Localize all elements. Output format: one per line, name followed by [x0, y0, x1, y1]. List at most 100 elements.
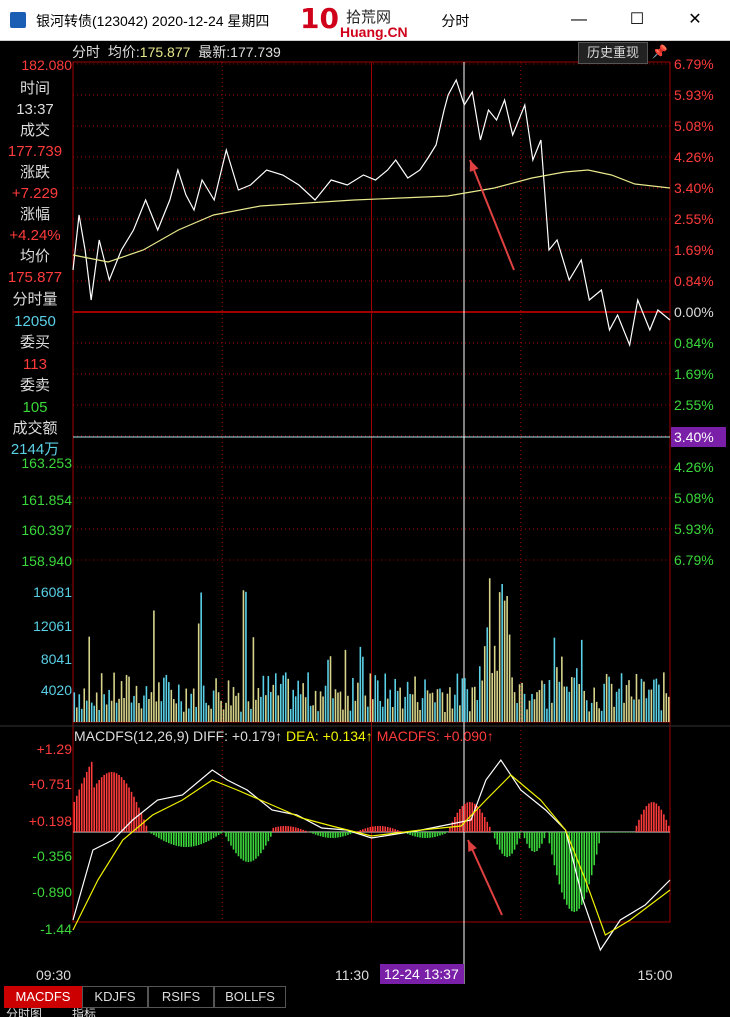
volume-bar: [411, 694, 414, 722]
macd-histogram-bar: [342, 832, 344, 837]
macd-histogram-bar: [240, 832, 242, 859]
volume-bar: [210, 708, 212, 722]
macd-histogram-bar: [309, 832, 312, 833]
macd-histogram-bar: [93, 787, 95, 832]
macd-histogram-bar: [83, 777, 86, 832]
volume-bar: [389, 689, 392, 722]
macd-histogram-bar: [648, 803, 650, 832]
annotation-arrow: [467, 839, 503, 916]
pct-label: 涨幅: [19, 206, 50, 223]
macd-histogram-bar: [508, 832, 511, 857]
macd-histogram-bar: [140, 813, 143, 832]
macd-histogram-bar: [369, 827, 372, 832]
macd-histogram-bar: [180, 832, 183, 847]
volume-bar: [108, 689, 110, 722]
macd-histogram-bar: [297, 828, 299, 832]
tab-bollfs[interactable]: BOLLFS: [214, 986, 286, 1008]
pin-icon[interactable]: 📌: [651, 44, 669, 59]
volume-bar: [352, 677, 354, 722]
macd-histogram-bar: [344, 832, 347, 836]
volume-bar: [262, 675, 265, 722]
volume-value: 12050: [14, 313, 56, 330]
time-axis-start: 09:30: [36, 967, 71, 983]
volume-bar: [93, 705, 95, 722]
intraday-chart[interactable]: 6.79% 5.93% 5.08% 4.26% 3.40% 2.55% 1.69% 0.84%…: [0, 40, 730, 986]
volume-bar: [170, 689, 173, 722]
volume-bar: [299, 694, 302, 722]
macd-histogram-bar: [222, 832, 225, 833]
volume-bar: [563, 686, 566, 722]
volume-bar: [123, 697, 125, 722]
minimize-button[interactable]: —: [571, 11, 587, 28]
volume-bar: [481, 680, 484, 722]
volume-bar: [653, 679, 655, 722]
macd-histogram-bar: [207, 832, 210, 841]
maximize-button[interactable]: ☐: [629, 11, 645, 28]
volume-bar: [90, 702, 93, 722]
volume-bar: [469, 711, 471, 722]
volume-bar: [531, 693, 533, 722]
volume-bar: [267, 676, 270, 722]
time-axis-mid: 11:30: [335, 967, 369, 983]
volume-bar: [314, 690, 317, 722]
tab-rsifs[interactable]: RSIFS: [148, 986, 214, 1008]
volume-bar: [100, 673, 103, 722]
macd-header: MACDFS(12,26,9) DIFF: +0.179↑ DEA: +0.13…: [74, 728, 494, 744]
pct-axis-label: 5.08%: [674, 118, 714, 134]
volume-bar: [362, 656, 364, 722]
volume-bar: [404, 696, 406, 722]
macd-histogram-bar: [653, 802, 655, 832]
macd-axis-label: -0.356: [32, 848, 72, 864]
volume-bar: [391, 707, 394, 722]
volume-axis-label: 12061: [33, 618, 72, 634]
macd-histogram-bar: [125, 783, 128, 832]
volume-bar: [230, 705, 232, 722]
volume-bar: [386, 698, 389, 722]
avg-price-value: 175.877: [7, 269, 63, 286]
macd-histogram-bar: [372, 826, 374, 832]
macd-histogram-bar: [267, 832, 270, 842]
tab-indicator[interactable]: 指标: [72, 1008, 97, 1017]
volume-axis-label: 8041: [41, 651, 72, 667]
macd-histogram-bar: [431, 832, 434, 838]
volume-bar: [342, 709, 344, 722]
macd-histogram-bar: [133, 796, 135, 832]
macd-histogram-bar: [242, 832, 245, 861]
macd-histogram-bar: [638, 819, 640, 832]
close-button[interactable]: ✕: [688, 11, 702, 28]
macd-histogram-bar: [85, 772, 88, 832]
volume-bar: [551, 702, 553, 722]
macd-histogram-bar: [640, 814, 643, 832]
macd-histogram-bar: [277, 826, 280, 832]
pct-axis-label: 2.55%: [674, 397, 714, 413]
volume-bar: [349, 710, 352, 722]
history-replay-button[interactable]: 历史重现: [578, 42, 648, 64]
macd-histogram-bar: [590, 832, 593, 876]
tab-macdfs[interactable]: MACDFS: [4, 986, 82, 1008]
volume-bar: [274, 673, 277, 722]
volume-bar: [401, 708, 404, 722]
macd-histogram-bar: [175, 832, 178, 846]
macd-histogram-bar: [190, 832, 193, 847]
volume-bar: [115, 702, 118, 722]
volume-bar: [660, 710, 663, 722]
macd-histogram-bar: [491, 832, 493, 833]
crosshair-pct-box: [671, 427, 726, 447]
tab-kdjfs[interactable]: KDJFS: [82, 986, 148, 1008]
volume-bar: [543, 683, 546, 722]
volume-bar: [575, 668, 578, 722]
macd-histogram-bar: [516, 832, 518, 845]
pct-axis-label: 1.69%: [674, 242, 714, 258]
macd-histogram-bar: [580, 832, 583, 905]
macd-histogram-bar: [205, 832, 207, 843]
latest-value: 177.739: [230, 44, 281, 60]
volume-bar: [130, 702, 133, 722]
volume-bar: [421, 698, 424, 722]
macd-histogram-bar: [548, 832, 551, 844]
bid-label: 委买: [19, 334, 50, 351]
macd-histogram-bar: [210, 832, 212, 840]
volume-bar: [232, 687, 235, 722]
volume-bar: [568, 691, 571, 722]
volume-bar: [242, 590, 245, 722]
tab-intraday[interactable]: 分时图: [6, 1008, 43, 1017]
